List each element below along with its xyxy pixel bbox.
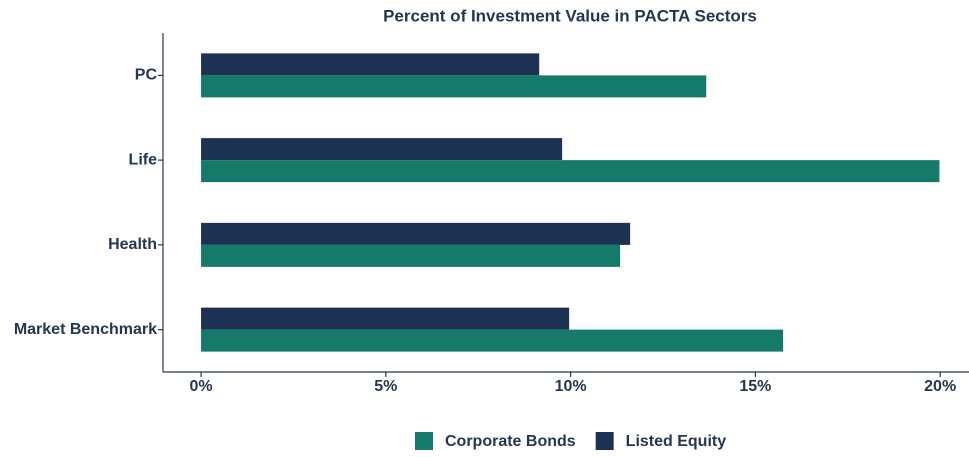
x-tick-label: 5% [374, 378, 397, 395]
bar [201, 329, 784, 352]
y-tick-label: Market Benchmark [14, 321, 157, 338]
bar [201, 307, 570, 330]
y-tick-label: PC [135, 67, 158, 84]
legend-swatch [415, 432, 433, 450]
bar [201, 75, 707, 98]
bar [201, 222, 631, 245]
x-tick-label: 0% [190, 378, 213, 395]
y-tick-label: Health [108, 236, 157, 253]
bar [201, 244, 621, 267]
bar [201, 160, 940, 183]
legend-swatch [595, 432, 614, 450]
legend-label: Listed Equity [626, 433, 727, 450]
chart-title: Percent of Investment Value in PACTA Sec… [383, 6, 757, 25]
bar [201, 138, 563, 161]
x-tick-label: 20% [924, 378, 956, 395]
bar [201, 53, 540, 76]
y-tick-label: Life [129, 151, 158, 168]
legend-label: Corporate Bonds [445, 433, 576, 450]
x-tick-label: 10% [555, 378, 587, 395]
x-tick-label: 15% [739, 378, 771, 395]
